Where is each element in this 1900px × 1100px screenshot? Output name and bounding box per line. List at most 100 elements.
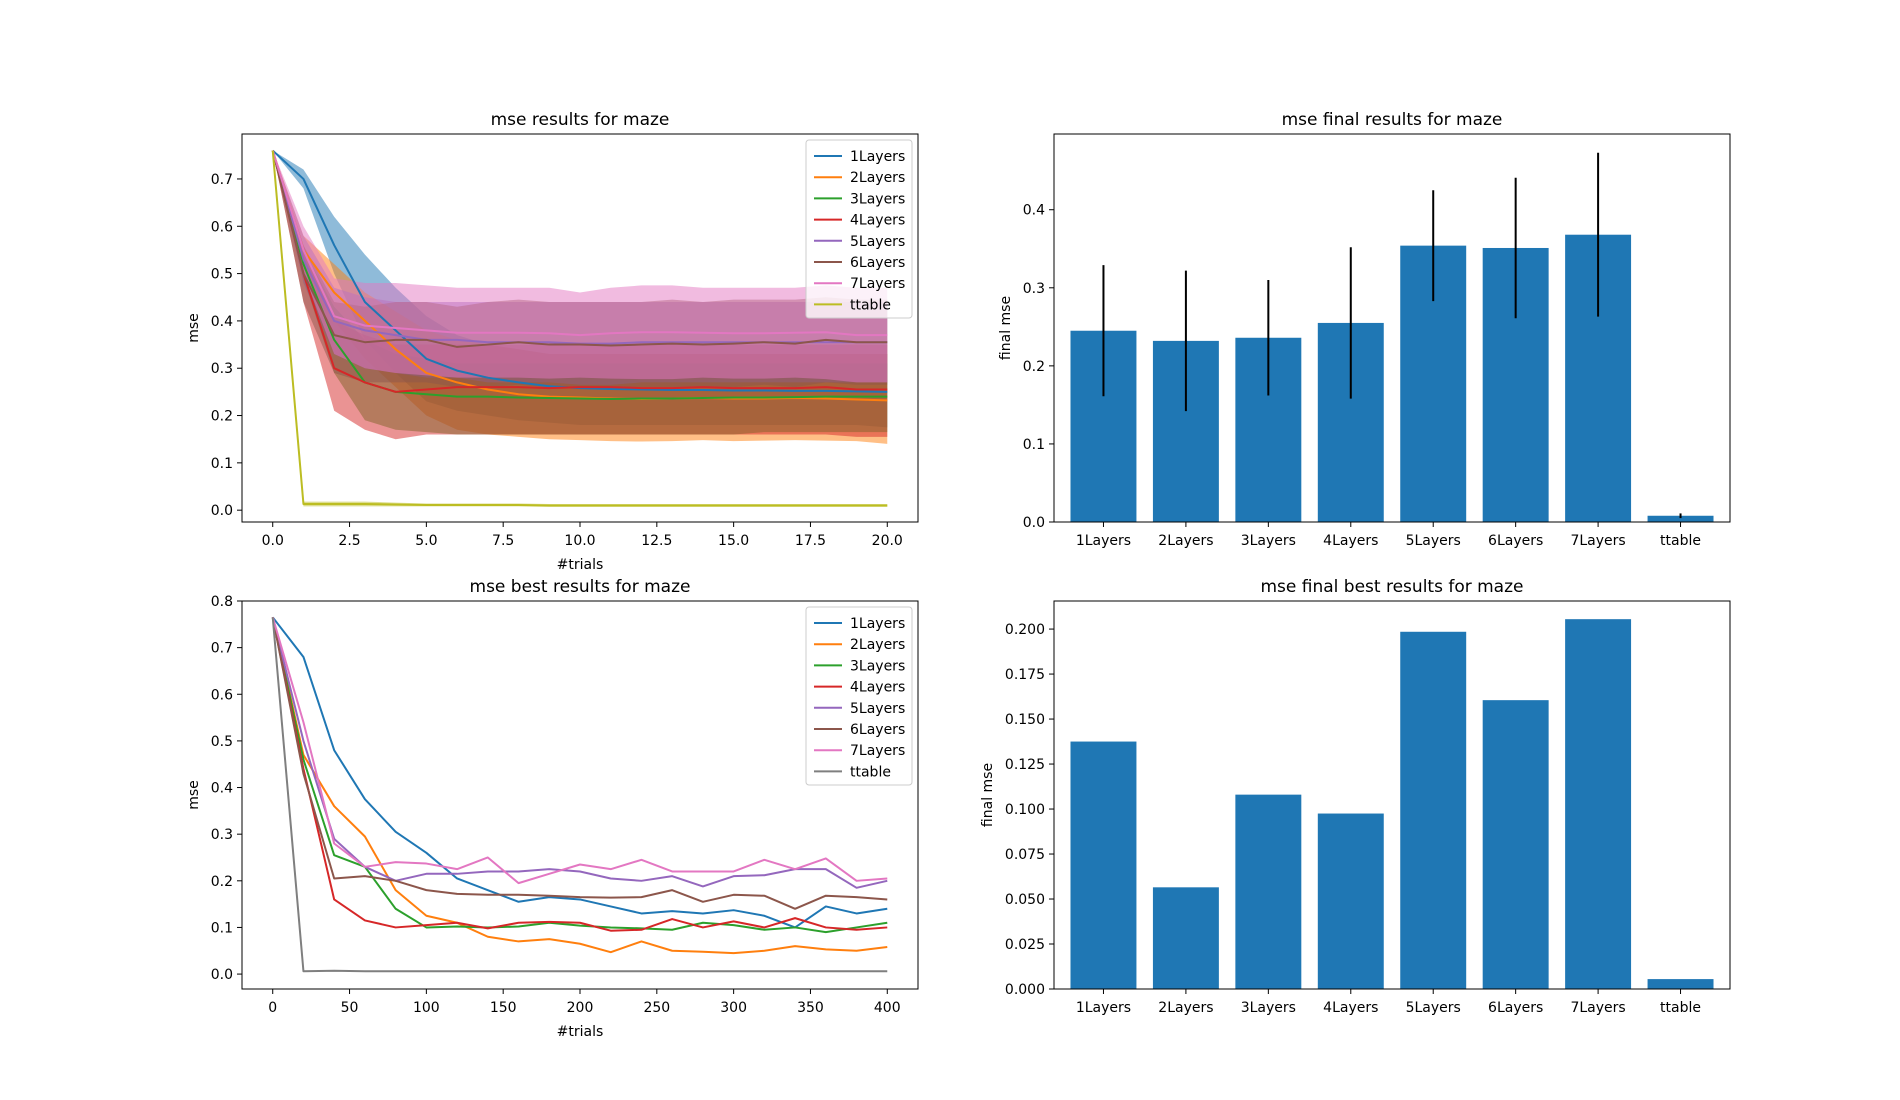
- x-tick-label: 10.0: [564, 533, 595, 549]
- legend-label: 4Layers: [850, 213, 905, 229]
- x-tick-label: 300: [720, 1000, 747, 1016]
- y-tick-label: 0.100: [1005, 802, 1045, 818]
- y-tick-label: 0.125: [1005, 757, 1045, 773]
- y-tick-label: 0.1: [211, 920, 233, 936]
- x-tick-label: 6Layers: [1488, 1000, 1543, 1016]
- x-axis-label: #trials: [557, 1024, 604, 1040]
- bar-5Layers: [1400, 631, 1467, 989]
- legend-label: 2Layers: [850, 170, 905, 186]
- series-line-1Layers: [271, 616, 888, 929]
- legend-label: 3Layers: [850, 191, 905, 207]
- series-line-6Layers: [271, 150, 888, 348]
- y-tick-label: 0.5: [211, 267, 233, 283]
- y-tick-label: 0.2: [211, 409, 233, 425]
- series-line-6Layers: [271, 617, 888, 910]
- series-line-2Layers: [271, 617, 888, 955]
- x-tick-label: 0.0: [262, 533, 284, 549]
- legend-label: 5Layers: [850, 234, 905, 250]
- panel-mse-final-results: mse final results for maze final mse 0.0…: [998, 110, 1731, 549]
- x-tick-label: 5Layers: [1406, 1000, 1461, 1016]
- series-line-7Layers: [271, 150, 888, 337]
- y-tick-label: 0.4: [211, 781, 233, 797]
- x-tick-label: 5Layers: [1406, 533, 1461, 549]
- legend: 1Layers 2Layers 3Layers 4Layers 5Layers 6Laye…: [805, 139, 913, 319]
- y-tick-label: 0.3: [211, 827, 233, 843]
- series-line-4Layers: [271, 617, 888, 932]
- x-tick-label: 2Layers: [1158, 1000, 1213, 1016]
- y-tick-label: 0.5: [211, 734, 233, 750]
- x-tick-label: 200: [567, 1000, 594, 1016]
- y-tick-label: 0.0: [1023, 515, 1045, 531]
- panel-mse-results: mse results for maze #trials mse 0.0 0.1 0…: [186, 110, 919, 573]
- legend-label: 7Layers: [850, 276, 905, 292]
- y-axis-label: final mse: [980, 763, 996, 827]
- series-line-4Layers: [271, 150, 888, 393]
- axes-frame: [241, 133, 919, 523]
- y-tick-label: 0.1: [1023, 437, 1045, 453]
- legend-label: ttable: [850, 297, 891, 313]
- legend-label: 6Layers: [850, 255, 905, 271]
- y-tick-label: 0.6: [211, 219, 233, 235]
- y-tick-label: 0.175: [1005, 667, 1045, 683]
- y-axis-label: mse: [186, 780, 202, 810]
- y-tick-label: 0.2: [211, 874, 233, 890]
- y-tick-label: 0.075: [1005, 847, 1045, 863]
- panel-title: mse final results for maze: [1282, 110, 1503, 130]
- panel-mse-best-results: mse best results for maze #trials mse 0.…: [186, 577, 919, 1040]
- y-tick-label: 0.8: [211, 594, 233, 610]
- bar-ttable: [1647, 979, 1714, 989]
- x-tick-label: 250: [643, 1000, 670, 1016]
- x-tick-label: 4Layers: [1323, 533, 1378, 549]
- panel-title: mse best results for maze: [470, 577, 691, 597]
- y-tick-label: 0.7: [211, 172, 233, 188]
- x-tick-label: 1Layers: [1076, 533, 1131, 549]
- panel-title: mse results for maze: [491, 110, 670, 130]
- y-tick-label: 0.4: [1023, 203, 1045, 219]
- series-line-ttable: [271, 150, 888, 507]
- series-line-7Layers: [271, 617, 888, 885]
- y-axis-label: final mse: [998, 296, 1014, 360]
- y-tick-label: 0.0: [211, 503, 233, 519]
- series-line-ttable: [271, 617, 888, 973]
- legend-label: ttable: [850, 764, 891, 780]
- legend-label: 4Layers: [850, 680, 905, 696]
- x-tick-label: 400: [874, 1000, 901, 1016]
- bar-1Layers: [1070, 741, 1137, 989]
- y-tick-label: 0.6: [211, 687, 233, 703]
- legend-label: 1Layers: [850, 616, 905, 632]
- series-band-7Layers: [272, 150, 888, 383]
- legend-label: 3Layers: [850, 658, 905, 674]
- x-tick-label: 12.5: [641, 533, 672, 549]
- x-tick-label: 2.5: [338, 533, 360, 549]
- y-tick-label: 0.7: [211, 641, 233, 657]
- x-tick-label: 6Layers: [1488, 533, 1543, 549]
- legend-box: [805, 606, 913, 786]
- x-tick-label: 3Layers: [1241, 533, 1296, 549]
- legend-label: 2Layers: [850, 637, 905, 653]
- x-tick-label: 3Layers: [1241, 1000, 1296, 1016]
- x-tick-label: 0: [268, 1000, 277, 1016]
- x-tick-label: 17.5: [795, 533, 826, 549]
- x-tick-label: 350: [797, 1000, 824, 1016]
- x-tick-label: 20.0: [872, 533, 903, 549]
- bar-3Layers: [1235, 794, 1302, 989]
- x-tick-label: ttable: [1660, 533, 1701, 549]
- y-tick-label: 0.000: [1005, 982, 1045, 998]
- bar-ttable: [1647, 515, 1714, 522]
- x-tick-label: 15.0: [718, 533, 749, 549]
- x-tick-label: 50: [341, 1000, 359, 1016]
- legend-label: 5Layers: [850, 701, 905, 717]
- y-tick-label: 0.3: [211, 361, 233, 377]
- x-tick-label: 5.0: [415, 533, 437, 549]
- y-tick-label: 0.150: [1005, 712, 1045, 728]
- y-tick-label: 0.050: [1005, 892, 1045, 908]
- legend-label: 7Layers: [850, 743, 905, 759]
- panel-title: mse final best results for maze: [1261, 577, 1524, 597]
- bar-4Layers: [1317, 813, 1384, 989]
- legend-box: [805, 139, 913, 319]
- bar-2Layers: [1152, 887, 1219, 989]
- y-axis-label: mse: [186, 313, 202, 343]
- y-tick-label: 0.025: [1005, 937, 1045, 953]
- x-tick-label: 150: [490, 1000, 517, 1016]
